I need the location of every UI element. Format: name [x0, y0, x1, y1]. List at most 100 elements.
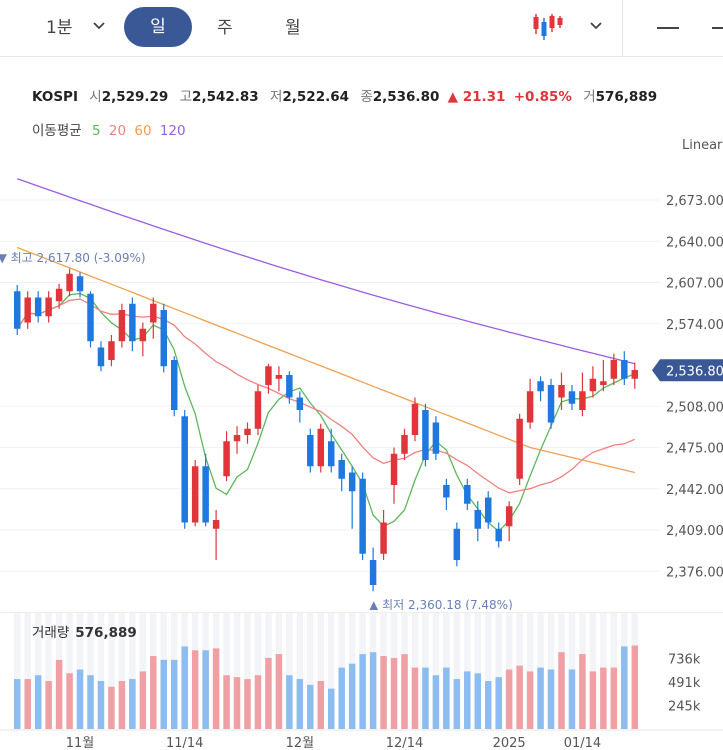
candle: [24, 291, 31, 329]
candle-body: [327, 441, 335, 467]
candle-body: [170, 360, 178, 410]
candle: [589, 366, 597, 398]
open-value: 2,529.29: [101, 89, 169, 105]
price-tick-label: 2,607.00: [666, 277, 723, 292]
volume-bar: [348, 663, 356, 729]
chart-toolbar: 1분 일 주 월: [0, 0, 723, 57]
candle: [484, 491, 492, 529]
candle: [160, 303, 168, 373]
volume-bar: [202, 650, 209, 729]
volume-bar: [537, 667, 544, 729]
price-tick-label: 2,376.00: [666, 565, 723, 580]
volume-bar: [13, 679, 21, 729]
volume-axis: 736k 491k 245k: [0, 652, 723, 731]
candle: [411, 397, 419, 442]
candle-body: [589, 378, 597, 392]
chevron-down-icon[interactable]: [589, 19, 603, 33]
candle: [432, 416, 440, 460]
current-price-label: 2,536.80: [666, 364, 723, 379]
candle-body: [139, 328, 147, 342]
candle-body: [380, 522, 387, 554]
candle-body: [223, 441, 230, 477]
volume-tick-label: 491k: [668, 676, 701, 691]
tab-day[interactable]: 일: [124, 7, 192, 47]
volume-chart[interactable]: 거래량 576,889 736k 491k 245k 11월 11/14 12월 12/14…: [0, 612, 723, 750]
candle-body: [516, 418, 523, 479]
candle: [516, 413, 523, 485]
volume-bar: [317, 681, 325, 729]
volume-bar: [254, 675, 262, 729]
volume-bar: [118, 681, 126, 729]
moving-average-legend[interactable]: 이동평균 5 20 60 120: [32, 119, 190, 139]
candle: [97, 341, 105, 372]
chevron-down-icon[interactable]: [92, 19, 106, 33]
tab-month[interactable]: 월: [285, 18, 301, 38]
candle: [348, 466, 356, 529]
candle: [369, 547, 377, 592]
candle: [631, 362, 639, 389]
candle: [296, 391, 304, 423]
ma-5-line: [16, 292, 636, 533]
candle-body: [244, 428, 251, 435]
candle: [359, 472, 366, 560]
scale-mode-label[interactable]: Linear: [682, 138, 723, 153]
volume-bg-column: [254, 613, 262, 729]
tab-week[interactable]: 주: [217, 18, 233, 38]
candle: [233, 426, 241, 454]
price-tick-label: 2,475.00: [666, 442, 723, 457]
volume-bar: [369, 652, 377, 729]
minimize-icon[interactable]: [657, 27, 679, 29]
volume-bar: [244, 679, 251, 729]
line-tool-icon[interactable]: [712, 27, 723, 29]
candle-body: [66, 273, 73, 292]
candle: [526, 378, 534, 429]
ma-60-line: [16, 246, 635, 474]
volume-bar: [76, 669, 84, 729]
volume-bg-column: [108, 613, 115, 729]
volume-bar: [579, 654, 586, 729]
candlestick-type-icon[interactable]: [532, 12, 566, 42]
date-tick-label: 12월: [286, 736, 315, 750]
candle-body: [129, 303, 136, 342]
volume-bar: [24, 679, 31, 729]
volume-bg-column: [484, 613, 492, 729]
candle-body: [13, 291, 21, 329]
candle: [401, 428, 408, 460]
candle: [505, 501, 513, 542]
candle: [139, 322, 147, 357]
candle: [537, 376, 544, 402]
volume-bar: [443, 667, 450, 729]
volume-bg-column: [286, 613, 293, 729]
high-annotation: ▼ 최고 2,617.80 (-3.09%): [0, 251, 146, 265]
candle: [453, 522, 461, 567]
volume-title: 거래량 576,889: [32, 625, 137, 641]
candle: [610, 353, 618, 385]
candle-body: [558, 385, 565, 398]
candle: [34, 291, 42, 323]
candle-body: [150, 303, 157, 323]
price-chart[interactable]: 2,673.00 2,640.00 2,607.00 2,574.00 2,508.00…: [0, 160, 723, 610]
volume-bar: [181, 646, 188, 729]
volume-value: 576,889: [595, 89, 658, 105]
candle-body: [621, 360, 628, 379]
candle-body: [254, 391, 262, 429]
period-selector[interactable]: 1분: [46, 18, 73, 38]
volume-bar: [432, 675, 440, 729]
volume-bar: [275, 654, 283, 729]
volume-bar: [66, 673, 73, 729]
volume-bar: [34, 675, 42, 729]
candle-body: [233, 435, 241, 442]
volume-bg-column: [97, 613, 105, 729]
volume-bar: [87, 675, 94, 729]
volume-bg-column: [464, 613, 471, 729]
volume-bar: [380, 656, 387, 729]
candle-body: [191, 466, 199, 523]
candle: [579, 372, 586, 417]
volume-bar: [191, 650, 199, 729]
volume-bg-column: [66, 613, 73, 729]
candle-body: [443, 485, 450, 498]
candle-body: [34, 297, 42, 317]
ma-60-label: 60: [134, 123, 152, 139]
candle: [317, 423, 325, 473]
volume-label: 거: [583, 89, 596, 105]
